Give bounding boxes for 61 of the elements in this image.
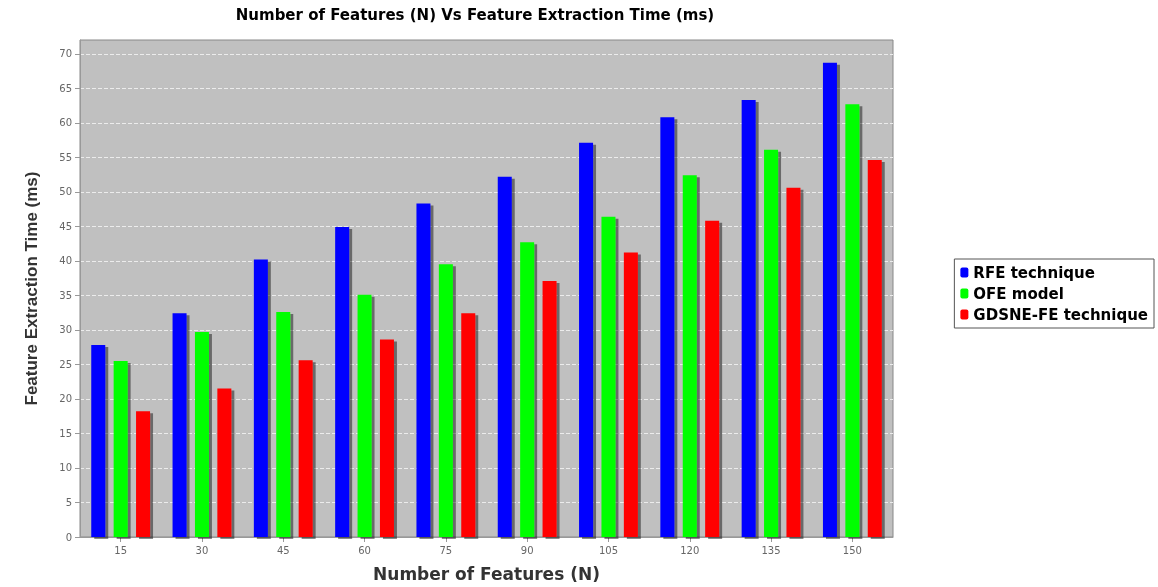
y-tick-label: 10 xyxy=(59,462,72,474)
y-tick-label: 60 xyxy=(59,117,72,129)
y-tick-label: 20 xyxy=(59,393,72,405)
y-tick-label: 30 xyxy=(59,324,72,336)
bar xyxy=(461,313,476,537)
bar xyxy=(542,280,557,537)
x-tick-label: 150 xyxy=(842,544,862,556)
x-axis-title: Number of Features (N) xyxy=(373,563,600,584)
y-tick-label: 65 xyxy=(59,82,72,94)
y-tick-label: 70 xyxy=(59,48,72,60)
y-tick-label: 55 xyxy=(59,151,72,163)
y-tick-label: 25 xyxy=(59,358,72,370)
x-tick-label: 15 xyxy=(114,544,128,556)
bar xyxy=(579,142,594,537)
legend-label: OFE model xyxy=(973,284,1064,303)
bar xyxy=(497,176,512,537)
legend-label: GDSNE-FE technique xyxy=(973,305,1149,324)
y-tick-label: 35 xyxy=(59,289,72,301)
y-tick-label: 50 xyxy=(59,186,72,198)
bar xyxy=(601,216,616,537)
bar xyxy=(253,259,268,537)
bar xyxy=(705,220,720,537)
x-tick-label: 75 xyxy=(439,544,453,556)
bar xyxy=(682,175,697,537)
x-tick-label: 120 xyxy=(680,544,700,556)
bar xyxy=(379,339,394,537)
bar xyxy=(520,242,535,537)
bar xyxy=(357,294,372,537)
chart-title: Number of Features (N) Vs Feature Extraction Time (ms) xyxy=(235,5,715,24)
x-tick-label: 135 xyxy=(761,544,781,556)
y-tick-label: 45 xyxy=(59,220,72,232)
bar xyxy=(822,62,837,537)
bar xyxy=(786,187,801,537)
y-axis-title: Feature Extraction Time (ms) xyxy=(22,171,41,406)
y-tick-label: 40 xyxy=(59,255,72,267)
bar xyxy=(298,360,313,537)
bar xyxy=(194,331,209,537)
y-tick-label: 5 xyxy=(65,496,72,508)
bar xyxy=(91,345,106,537)
legend-label: RFE technique xyxy=(973,263,1095,282)
bar xyxy=(217,388,232,537)
bar xyxy=(438,264,453,537)
bar xyxy=(136,411,151,537)
x-tick-label: 60 xyxy=(358,544,371,556)
y-tick-label: 0 xyxy=(65,531,72,543)
x-tick-label: 105 xyxy=(598,544,618,556)
bar xyxy=(416,203,431,537)
bar xyxy=(172,313,187,537)
bar xyxy=(113,360,128,537)
bar xyxy=(845,104,860,537)
x-tick-label: 45 xyxy=(276,544,290,556)
bar xyxy=(660,117,675,537)
bar xyxy=(867,160,882,537)
x-tick-label: 90 xyxy=(520,544,534,556)
bar xyxy=(764,149,779,537)
bar xyxy=(335,227,350,537)
bar xyxy=(623,252,638,537)
y-tick-label: 15 xyxy=(59,427,72,439)
bar xyxy=(276,311,291,537)
x-tick-label: 30 xyxy=(195,544,209,556)
bar xyxy=(741,100,756,537)
